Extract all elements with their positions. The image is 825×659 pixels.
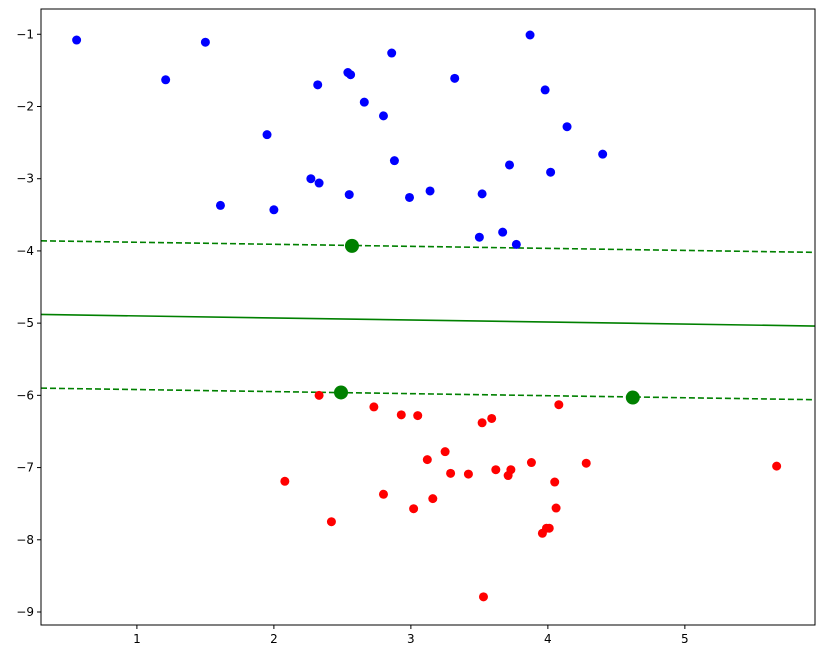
x-tick-label-0: 1 [133, 632, 141, 646]
support-vectors [334, 238, 640, 405]
red-point-0 [280, 476, 290, 486]
red-point-10 [440, 447, 450, 457]
red-point-11 [446, 468, 456, 478]
blue-point-1 [161, 75, 171, 85]
blue-point-22 [505, 160, 515, 170]
blue-point-2 [200, 37, 210, 47]
blue-point-4 [262, 130, 272, 140]
blue-point-24 [525, 30, 535, 40]
blue-point-28 [598, 149, 608, 159]
red-point-13 [477, 418, 487, 428]
blue-point-17 [425, 186, 435, 196]
red-point-25 [554, 400, 564, 410]
y-tick-label-4: −5 [16, 316, 34, 330]
blue-point-5 [269, 205, 279, 215]
x-tick-label-3: 4 [544, 632, 552, 646]
blue-point-15 [389, 156, 399, 166]
red-point-4 [378, 489, 388, 499]
blue-point-7 [313, 80, 323, 90]
x-tick-label-4: 5 [681, 632, 689, 646]
y-tick-label-1: −2 [16, 99, 34, 113]
support-vector-1 [334, 385, 349, 400]
margin-line-2 [41, 387, 815, 401]
red-point-5 [396, 410, 406, 420]
y-tick-label-2: −3 [16, 172, 34, 186]
y-tick-label-7: −8 [16, 533, 34, 547]
red-point-24 [551, 503, 561, 513]
red-point-19 [526, 458, 536, 468]
red-point-6 [409, 504, 419, 514]
red-point-22 [544, 523, 554, 533]
decision-lines [41, 240, 815, 401]
blue-point-23 [511, 239, 521, 249]
y-tick-label-8: −9 [16, 605, 34, 619]
red-point-1 [314, 390, 324, 400]
red-point-23 [550, 477, 560, 487]
blue-point-8 [314, 178, 324, 188]
blue-point-21 [498, 227, 508, 237]
blue-point-19 [474, 232, 484, 242]
red-point-8 [422, 455, 432, 465]
blue-point-16 [405, 192, 415, 202]
red-point-7 [413, 411, 423, 421]
red-point-14 [478, 592, 488, 602]
blue-point-10 [346, 70, 356, 80]
blue-point-25 [540, 85, 550, 95]
blue-point-3 [215, 200, 225, 210]
red-point-3 [369, 402, 379, 412]
blue-point-6 [306, 174, 316, 184]
support-vector-0 [344, 238, 359, 253]
y-tick-label-6: −7 [16, 461, 34, 475]
x-tick-label-2: 3 [407, 632, 415, 646]
blue-point-26 [546, 167, 556, 177]
red-point-12 [463, 469, 473, 479]
blue-point-18 [450, 73, 460, 83]
y-tick-label-3: −4 [16, 244, 34, 258]
blue-point-13 [378, 111, 388, 121]
red-point-16 [491, 465, 501, 475]
y-axis: −1 −2 −3 −4 −5 −6 −7 −8 −9 [16, 27, 41, 619]
blue-point-20 [477, 189, 487, 199]
x-axis: 1 2 3 4 5 [133, 625, 689, 646]
data-points [72, 30, 782, 602]
support-vector-2 [625, 390, 640, 405]
blue-point-14 [387, 48, 397, 58]
decision-boundary-line [41, 313, 815, 327]
red-point-26 [581, 458, 591, 468]
blue-point-11 [344, 190, 354, 200]
red-point-9 [428, 494, 438, 504]
red-point-27 [772, 461, 782, 471]
y-tick-label-5: −6 [16, 388, 34, 402]
plot-frame [40, 8, 816, 626]
x-tick-label-1: 2 [270, 632, 278, 646]
margin-line-1 [41, 240, 815, 254]
y-tick-label-0: −1 [16, 27, 34, 41]
blue-point-27 [562, 122, 572, 132]
blue-point-0 [72, 35, 82, 45]
red-point-18 [506, 465, 516, 475]
red-point-2 [326, 517, 336, 527]
red-point-15 [487, 413, 497, 423]
blue-point-12 [359, 97, 369, 107]
